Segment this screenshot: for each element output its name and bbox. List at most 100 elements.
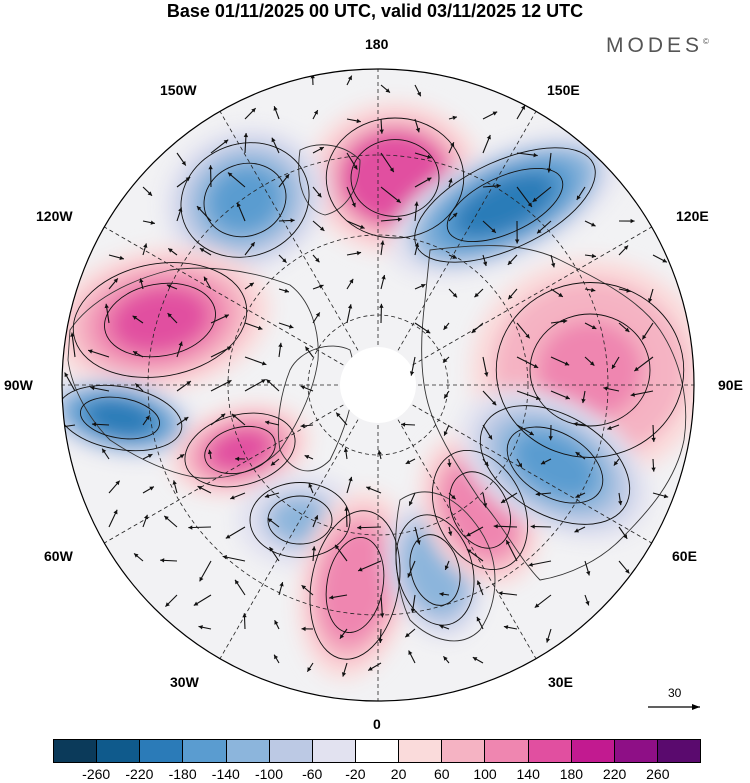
- colorbar-segment: [311, 740, 355, 762]
- urals-positive-contour: [431, 449, 529, 571]
- wind-vector: [380, 240, 385, 256]
- wind-vector: [244, 241, 256, 256]
- meridian-line: [100, 404, 344, 546]
- canada-west-positive-contour: [104, 282, 216, 358]
- wind-vector: [304, 454, 314, 460]
- wind-vector: [273, 654, 280, 664]
- wind-vector: [448, 178, 453, 188]
- wind-vector: [222, 555, 246, 562]
- wind-vector: [377, 450, 382, 460]
- wind-vector: [550, 254, 556, 268]
- meridian-line: [397, 419, 539, 663]
- aleutian-negative-contour: [180, 142, 310, 258]
- greenland-sea-positive-contour: [325, 537, 385, 633]
- wind-vector: [528, 560, 552, 567]
- wind-vector: [380, 274, 386, 290]
- wind-vector: [244, 322, 263, 330]
- wind-vector: [230, 492, 246, 500]
- colorbar-tick-label: -260: [82, 766, 111, 782]
- wind-vector: [346, 476, 353, 494]
- scandinavia-negative-contour: [409, 534, 461, 606]
- wind-vector: [312, 186, 322, 198]
- colorbar-segment: [527, 740, 571, 762]
- greenland-sea-positive-contour: [309, 510, 401, 660]
- wind-vector: [448, 526, 453, 536]
- wind-vector: [339, 628, 348, 640]
- wind-vector: [409, 356, 416, 376]
- wind-vector: [346, 220, 365, 229]
- colorbar-tick-label: 20: [390, 766, 407, 782]
- wind-vector: [447, 458, 452, 468]
- lon-label-30w: 30W: [170, 674, 199, 690]
- colorbar-tick-label: -140: [211, 766, 240, 782]
- canada-west-positive-shade: [111, 287, 209, 353]
- wind-vector: [378, 628, 383, 644]
- wind-vector: [530, 524, 552, 529]
- wind-vector: [142, 486, 155, 494]
- wind-vector: [165, 594, 178, 608]
- wind-vector: [630, 390, 654, 397]
- colorbar-ticks: -260 -220 -180 -140 -100 -60 -20 20 60 100 140 180 2…: [0, 766, 750, 783]
- kamchatka-negative-shade: [454, 172, 556, 238]
- wind-vector: [142, 514, 149, 528]
- meridian-line: [217, 419, 359, 663]
- wind-vector: [618, 288, 631, 293]
- colorbar-segment: [182, 740, 226, 762]
- wind-vector: [104, 303, 110, 324]
- wind-vector: [516, 356, 539, 369]
- wind-vector: [132, 350, 144, 358]
- wind-vector: [439, 624, 450, 630]
- wind-vector: [548, 424, 553, 441]
- wind-vector: [493, 524, 518, 529]
- wind-vector: [300, 385, 314, 392]
- wind-vector: [367, 662, 382, 671]
- wind-vector: [166, 284, 178, 290]
- wind-vector: [210, 413, 226, 426]
- wind-vector: [482, 111, 498, 120]
- wind-vector: [448, 492, 456, 500]
- colorbar-segment: [441, 740, 485, 762]
- wind-vector: [414, 152, 432, 159]
- wind-vector: [550, 288, 564, 298]
- wind-vector: [584, 253, 597, 259]
- lon-label-90w: 90W: [4, 377, 33, 393]
- wind-vector: [503, 625, 518, 630]
- wind-vector: [414, 118, 420, 133]
- wind-vector: [474, 288, 484, 298]
- colorbar-segment: [613, 740, 657, 762]
- wind-vector: [344, 506, 349, 528]
- colorbar-segment: [354, 740, 399, 762]
- wind-vector: [652, 254, 668, 263]
- wind-vector: [160, 558, 178, 563]
- wind-vector: [380, 84, 391, 94]
- meridian-line: [412, 224, 656, 366]
- wind-vector: [346, 278, 354, 290]
- wind-vector: [482, 220, 497, 234]
- wind-vector: [142, 220, 156, 225]
- wind-vector: [301, 584, 314, 596]
- wind-vector: [269, 546, 280, 562]
- wind-vector: [641, 322, 654, 340]
- colorbar-tick-label: -100: [254, 766, 284, 782]
- wind-vector: [341, 662, 348, 677]
- colorbar-tick-label: 180: [559, 766, 584, 782]
- wind-vector: [70, 332, 76, 358]
- wind-vector: [357, 560, 382, 572]
- wind-vector: [346, 304, 353, 324]
- wind-vector: [648, 288, 654, 303]
- urals-positive-contour: [449, 471, 511, 549]
- wind-vector: [444, 560, 450, 571]
- aleutian-negative-contour: [203, 162, 287, 238]
- wind-vector: [410, 594, 416, 613]
- lon-label-0: 0: [373, 716, 381, 732]
- wind-vector: [208, 165, 213, 188]
- wind-vector: [443, 322, 450, 331]
- coastline-europe: [395, 491, 496, 642]
- lon-label-30e: 30E: [548, 674, 573, 690]
- wind-vector: [405, 458, 416, 465]
- wind-vector: [414, 322, 431, 334]
- meridian-line: [100, 224, 344, 366]
- siberia-positive-contour: [495, 282, 685, 458]
- wind-vector: [197, 485, 212, 494]
- wind-vector: [550, 319, 568, 324]
